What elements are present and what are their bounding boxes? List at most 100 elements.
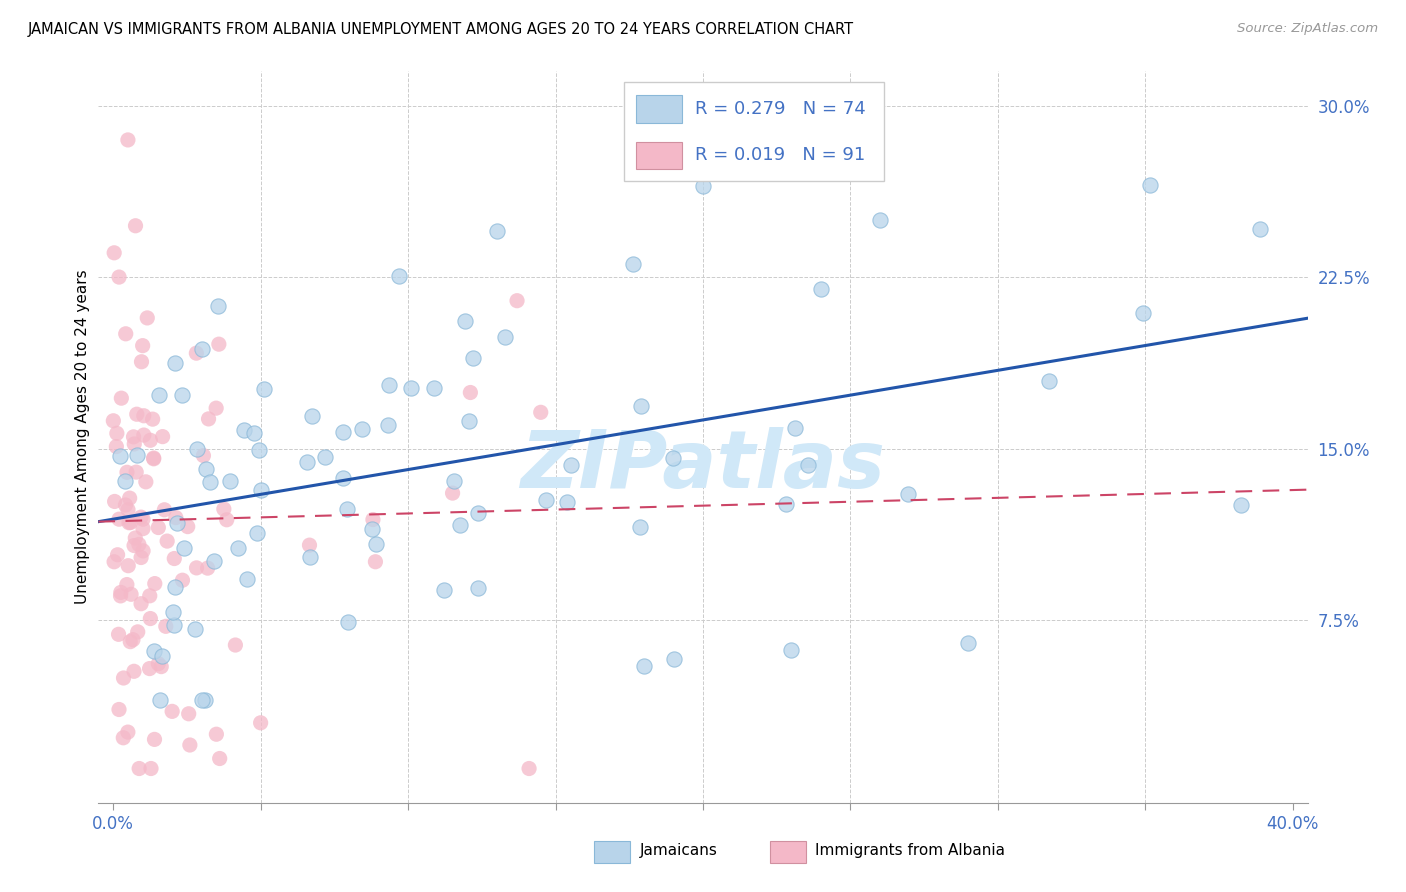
Point bbox=[555, 494, 578, 508]
Point bbox=[149, 693, 172, 707]
Point bbox=[232, 423, 254, 437]
Point bbox=[122, 539, 145, 553]
Point bbox=[132, 522, 155, 536]
Point bbox=[364, 555, 387, 569]
Point bbox=[172, 388, 194, 402]
Point bbox=[139, 762, 162, 776]
Point bbox=[775, 497, 797, 511]
Point bbox=[662, 652, 685, 666]
Point bbox=[122, 430, 145, 444]
Point bbox=[190, 342, 212, 356]
Point bbox=[869, 213, 891, 227]
Point bbox=[139, 434, 162, 448]
FancyBboxPatch shape bbox=[624, 82, 884, 181]
Point bbox=[139, 611, 162, 625]
Point bbox=[337, 615, 360, 629]
Point bbox=[467, 581, 489, 595]
Point bbox=[377, 378, 399, 392]
Point bbox=[361, 512, 384, 526]
Point bbox=[633, 658, 655, 673]
Point bbox=[796, 458, 818, 472]
Text: R = 0.279   N = 74: R = 0.279 N = 74 bbox=[695, 100, 865, 118]
Point bbox=[377, 417, 399, 432]
Point bbox=[148, 520, 170, 534]
Point bbox=[179, 738, 201, 752]
Point bbox=[136, 310, 159, 325]
Point bbox=[485, 224, 508, 238]
Point bbox=[132, 428, 155, 442]
Point bbox=[460, 385, 482, 400]
Point bbox=[148, 657, 170, 671]
Point bbox=[128, 537, 150, 551]
Point bbox=[131, 339, 153, 353]
Point bbox=[644, 142, 666, 156]
Point bbox=[621, 257, 644, 271]
Point bbox=[208, 751, 231, 765]
Point bbox=[165, 510, 187, 524]
Point bbox=[125, 465, 148, 479]
Point bbox=[108, 449, 131, 463]
Point bbox=[153, 503, 176, 517]
Point bbox=[350, 422, 373, 436]
Point bbox=[207, 300, 229, 314]
Y-axis label: Unemployment Among Ages 20 to 24 years: Unemployment Among Ages 20 to 24 years bbox=[75, 269, 90, 605]
Bar bbox=[637, 95, 682, 123]
Point bbox=[150, 659, 173, 673]
Point bbox=[103, 555, 125, 569]
Point bbox=[212, 502, 235, 516]
Point bbox=[332, 471, 354, 485]
Point bbox=[108, 512, 131, 526]
Point bbox=[132, 544, 155, 558]
Point bbox=[117, 502, 139, 516]
Point bbox=[117, 558, 139, 573]
Point bbox=[108, 702, 131, 716]
Point bbox=[110, 391, 132, 405]
Point bbox=[467, 506, 489, 520]
Point bbox=[194, 462, 217, 476]
Point bbox=[112, 731, 135, 745]
Point bbox=[186, 561, 208, 575]
Point bbox=[454, 314, 477, 328]
Point bbox=[142, 451, 165, 466]
Point bbox=[1132, 306, 1154, 320]
Point bbox=[104, 494, 127, 508]
Point bbox=[630, 520, 652, 534]
Point bbox=[298, 549, 321, 564]
Point bbox=[494, 330, 516, 344]
Point bbox=[117, 725, 139, 739]
Bar bbox=[637, 142, 682, 169]
Point bbox=[148, 388, 170, 402]
Point bbox=[166, 516, 188, 530]
Point bbox=[530, 405, 553, 419]
Point bbox=[132, 409, 155, 423]
Point bbox=[142, 450, 165, 465]
Point bbox=[122, 437, 145, 451]
Point bbox=[163, 580, 186, 594]
Point bbox=[163, 551, 186, 566]
Text: Immigrants from Albania: Immigrants from Albania bbox=[815, 843, 1005, 858]
Point bbox=[132, 512, 155, 526]
Point bbox=[235, 572, 257, 586]
Text: R = 0.019   N = 91: R = 0.019 N = 91 bbox=[695, 145, 865, 164]
Point bbox=[172, 573, 194, 587]
Point bbox=[122, 632, 145, 647]
Point bbox=[361, 522, 384, 536]
Point bbox=[118, 491, 141, 505]
Point bbox=[114, 498, 136, 512]
Point bbox=[449, 518, 471, 533]
Point bbox=[129, 550, 152, 565]
Point bbox=[461, 351, 484, 365]
Point bbox=[423, 382, 446, 396]
Point bbox=[129, 510, 152, 524]
Point bbox=[458, 414, 481, 428]
Point bbox=[117, 133, 139, 147]
Point bbox=[129, 597, 152, 611]
Point bbox=[246, 525, 269, 540]
Point bbox=[118, 516, 141, 530]
Bar bbox=[595, 841, 630, 863]
Point bbox=[399, 381, 422, 395]
Point bbox=[197, 412, 219, 426]
Point bbox=[295, 455, 318, 469]
Point bbox=[112, 671, 135, 685]
Point bbox=[150, 648, 173, 663]
